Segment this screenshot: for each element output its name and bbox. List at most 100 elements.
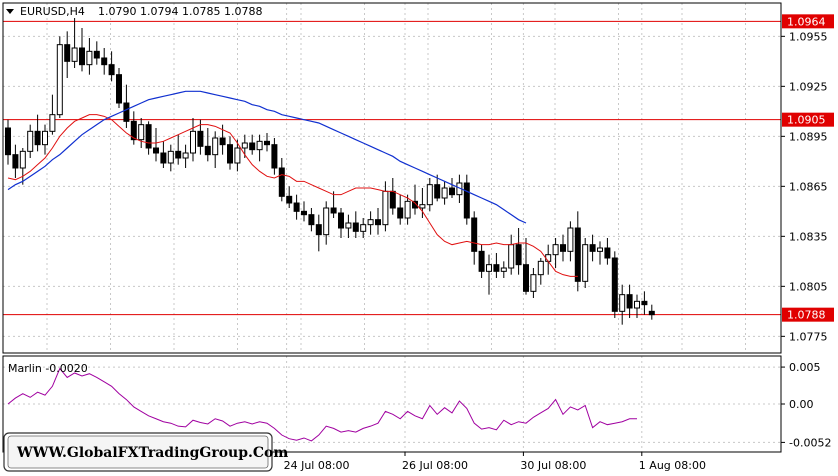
candle-body xyxy=(634,300,640,309)
candle xyxy=(227,136,233,170)
candle xyxy=(71,18,78,68)
candle-body xyxy=(567,227,574,252)
candle xyxy=(641,291,648,315)
candle-body xyxy=(641,300,648,306)
candle-body xyxy=(552,244,559,256)
oscillator-axis: 0.005 0.00 -0.0052 xyxy=(781,361,831,449)
candle-body xyxy=(330,207,337,214)
candle xyxy=(589,234,596,262)
candle-body xyxy=(352,222,359,232)
candle xyxy=(278,158,285,202)
candle xyxy=(648,304,655,320)
candle-body xyxy=(449,187,455,196)
candle-body xyxy=(434,184,441,199)
ma-lines xyxy=(7,90,578,277)
candle-body xyxy=(93,50,100,59)
candle-body xyxy=(493,264,500,272)
candle-body xyxy=(404,200,411,219)
candle xyxy=(19,148,26,185)
candle xyxy=(463,174,470,225)
collapse-arrow-icon[interactable] xyxy=(6,9,14,14)
candle-body xyxy=(182,152,189,159)
candle-body xyxy=(648,310,655,316)
candle xyxy=(175,134,182,165)
candle-body xyxy=(419,204,426,209)
ma-slow-line xyxy=(7,90,527,224)
candle-body xyxy=(323,207,330,236)
candle-body xyxy=(86,50,93,66)
candle xyxy=(434,174,441,202)
oscillator-line xyxy=(7,367,637,442)
candle xyxy=(619,284,626,325)
candle-body xyxy=(500,267,507,272)
level-price-label: 1.0905 xyxy=(787,114,826,127)
candle-body xyxy=(160,152,167,164)
candle-body xyxy=(130,120,137,141)
candle xyxy=(204,128,211,162)
price-tick-label: 1.0955 xyxy=(789,30,828,43)
candle xyxy=(93,41,100,65)
candle-body xyxy=(27,130,34,152)
candle xyxy=(116,68,122,108)
time-axis: 24 Jul 08:00 26 Jul 08:00 30 Jul 08:00 1 Au… xyxy=(284,452,706,472)
candle-body xyxy=(589,244,596,252)
candle-body xyxy=(101,57,108,66)
osc-tick-label: -0.0052 xyxy=(789,436,831,449)
time-tick-label: 26 Jul 08:00 xyxy=(402,459,468,472)
candle xyxy=(123,84,130,128)
candle xyxy=(426,178,433,212)
candle xyxy=(308,208,315,232)
price-tick-label: 1.0895 xyxy=(789,130,828,143)
candle xyxy=(367,211,374,235)
time-tick-label: 30 Jul 08:00 xyxy=(520,459,586,472)
osc-tick-label: 0.00 xyxy=(789,398,814,411)
candle xyxy=(530,268,537,298)
marlin-line xyxy=(7,367,637,442)
level-price-tag xyxy=(782,112,834,127)
candle-body xyxy=(108,64,115,76)
candle xyxy=(471,211,478,265)
candle-body xyxy=(574,227,581,282)
candle-body xyxy=(308,214,315,226)
candle-body xyxy=(5,127,11,156)
candle xyxy=(182,144,189,168)
candle-body xyxy=(582,244,589,282)
candle xyxy=(79,28,85,72)
candle xyxy=(345,214,352,238)
candle xyxy=(256,134,263,162)
candle xyxy=(5,119,11,165)
candle xyxy=(552,238,559,268)
candle-body xyxy=(234,147,241,164)
candle xyxy=(167,144,174,172)
candle-body xyxy=(478,250,485,272)
candle xyxy=(611,251,618,318)
candle-body xyxy=(508,244,515,269)
candle xyxy=(604,238,611,265)
candle-body xyxy=(145,124,152,149)
candle xyxy=(301,201,307,222)
candle xyxy=(130,111,137,145)
candle-body xyxy=(153,147,159,154)
level-price-tag xyxy=(782,307,834,322)
candle-body xyxy=(530,274,537,292)
candle xyxy=(634,294,640,318)
candle-body xyxy=(360,224,367,232)
main-panel-frame xyxy=(2,2,782,354)
candle-body xyxy=(515,244,522,266)
candle xyxy=(197,119,204,155)
candle xyxy=(449,178,455,198)
oscillator-grid xyxy=(3,356,781,452)
candle xyxy=(582,238,589,288)
candle xyxy=(375,208,381,235)
price-tick-label: 1.0775 xyxy=(789,330,828,343)
candle xyxy=(486,254,492,295)
candle-body xyxy=(204,145,211,156)
candle-body xyxy=(471,217,478,252)
candles xyxy=(5,18,655,325)
candle-body xyxy=(190,130,196,154)
candle xyxy=(27,124,34,158)
candle xyxy=(153,128,159,162)
candle-body xyxy=(175,150,182,159)
candle-body xyxy=(249,142,256,151)
